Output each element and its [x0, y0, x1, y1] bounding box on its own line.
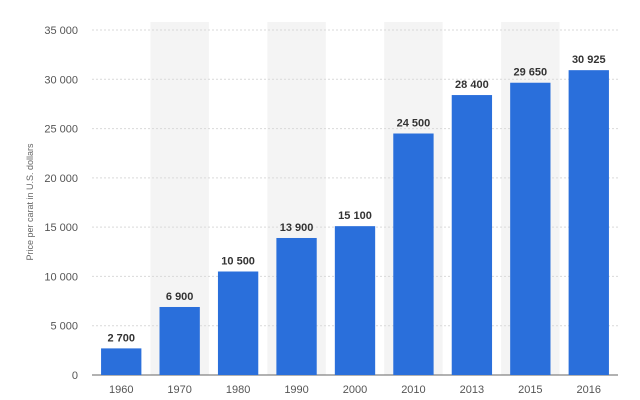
- y-axis: 0 5 000 10 000 15 000 20 000 25 000 30 000 35 0…: [44, 25, 78, 382]
- bars: [101, 70, 609, 376]
- x-tick-label-2000: 2000: [343, 384, 367, 396]
- bar-2015: [510, 82, 551, 375]
- data-label-2013: 28 400: [455, 79, 489, 91]
- bar-2010: [393, 133, 434, 375]
- data-label-1960: 2 700: [107, 332, 135, 344]
- y-tick-label: 20 000: [44, 173, 78, 185]
- bar-1980: [217, 271, 259, 375]
- y-tick-label: 30 000: [44, 74, 78, 86]
- data-label-2000: 15 100: [338, 210, 372, 222]
- x-tick-label-1980: 1980: [226, 384, 250, 396]
- y-tick-label: 35 000: [44, 25, 78, 37]
- x-tick-label-1990: 1990: [284, 384, 308, 396]
- y-tick-label: 25 000: [44, 124, 78, 136]
- y-tick-label: 10 000: [44, 271, 78, 283]
- x-tick-label-1970: 1970: [167, 384, 191, 396]
- data-label-1990: 13 900: [280, 222, 314, 234]
- x-tick-label-2015: 2015: [518, 384, 542, 396]
- y-axis-title: Price per carat in U.S. dollars: [25, 143, 35, 261]
- y-tick-label: 0: [72, 370, 78, 382]
- data-label-2010: 24 500: [397, 118, 431, 130]
- data-label-2015: 29 650: [514, 67, 548, 79]
- data-label-1970: 6 900: [166, 291, 194, 303]
- x-axis: 1960 1970 1980 1990 2000 2010 2013 2015 2016: [109, 384, 601, 396]
- bar-2013: [451, 95, 493, 376]
- bar-2000: [334, 226, 376, 375]
- data-label-2016: 30 925: [572, 54, 606, 66]
- bar-1970: [159, 306, 200, 375]
- y-tick-label: 15 000: [44, 222, 78, 234]
- data-label-1980: 10 500: [221, 256, 255, 268]
- bar-1990: [276, 237, 317, 375]
- y-tick-label: 5 000: [50, 321, 78, 333]
- x-tick-label-2013: 2013: [460, 384, 484, 396]
- bar-2016: [568, 70, 609, 376]
- x-tick-label-1960: 1960: [109, 384, 133, 396]
- x-tick-label-2010: 2010: [401, 384, 425, 396]
- x-tick-label-2016: 2016: [577, 384, 601, 396]
- bar-1960: [101, 348, 142, 375]
- bar-value-labels: 2 700 6 900 10 500 13 900 15 100 24 500 28 400…: [107, 54, 605, 344]
